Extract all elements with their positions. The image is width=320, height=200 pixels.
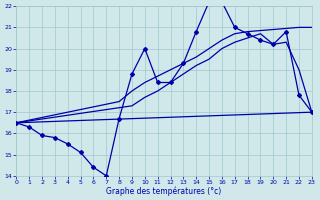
X-axis label: Graphe des températures (°c): Graphe des températures (°c) bbox=[107, 186, 222, 196]
